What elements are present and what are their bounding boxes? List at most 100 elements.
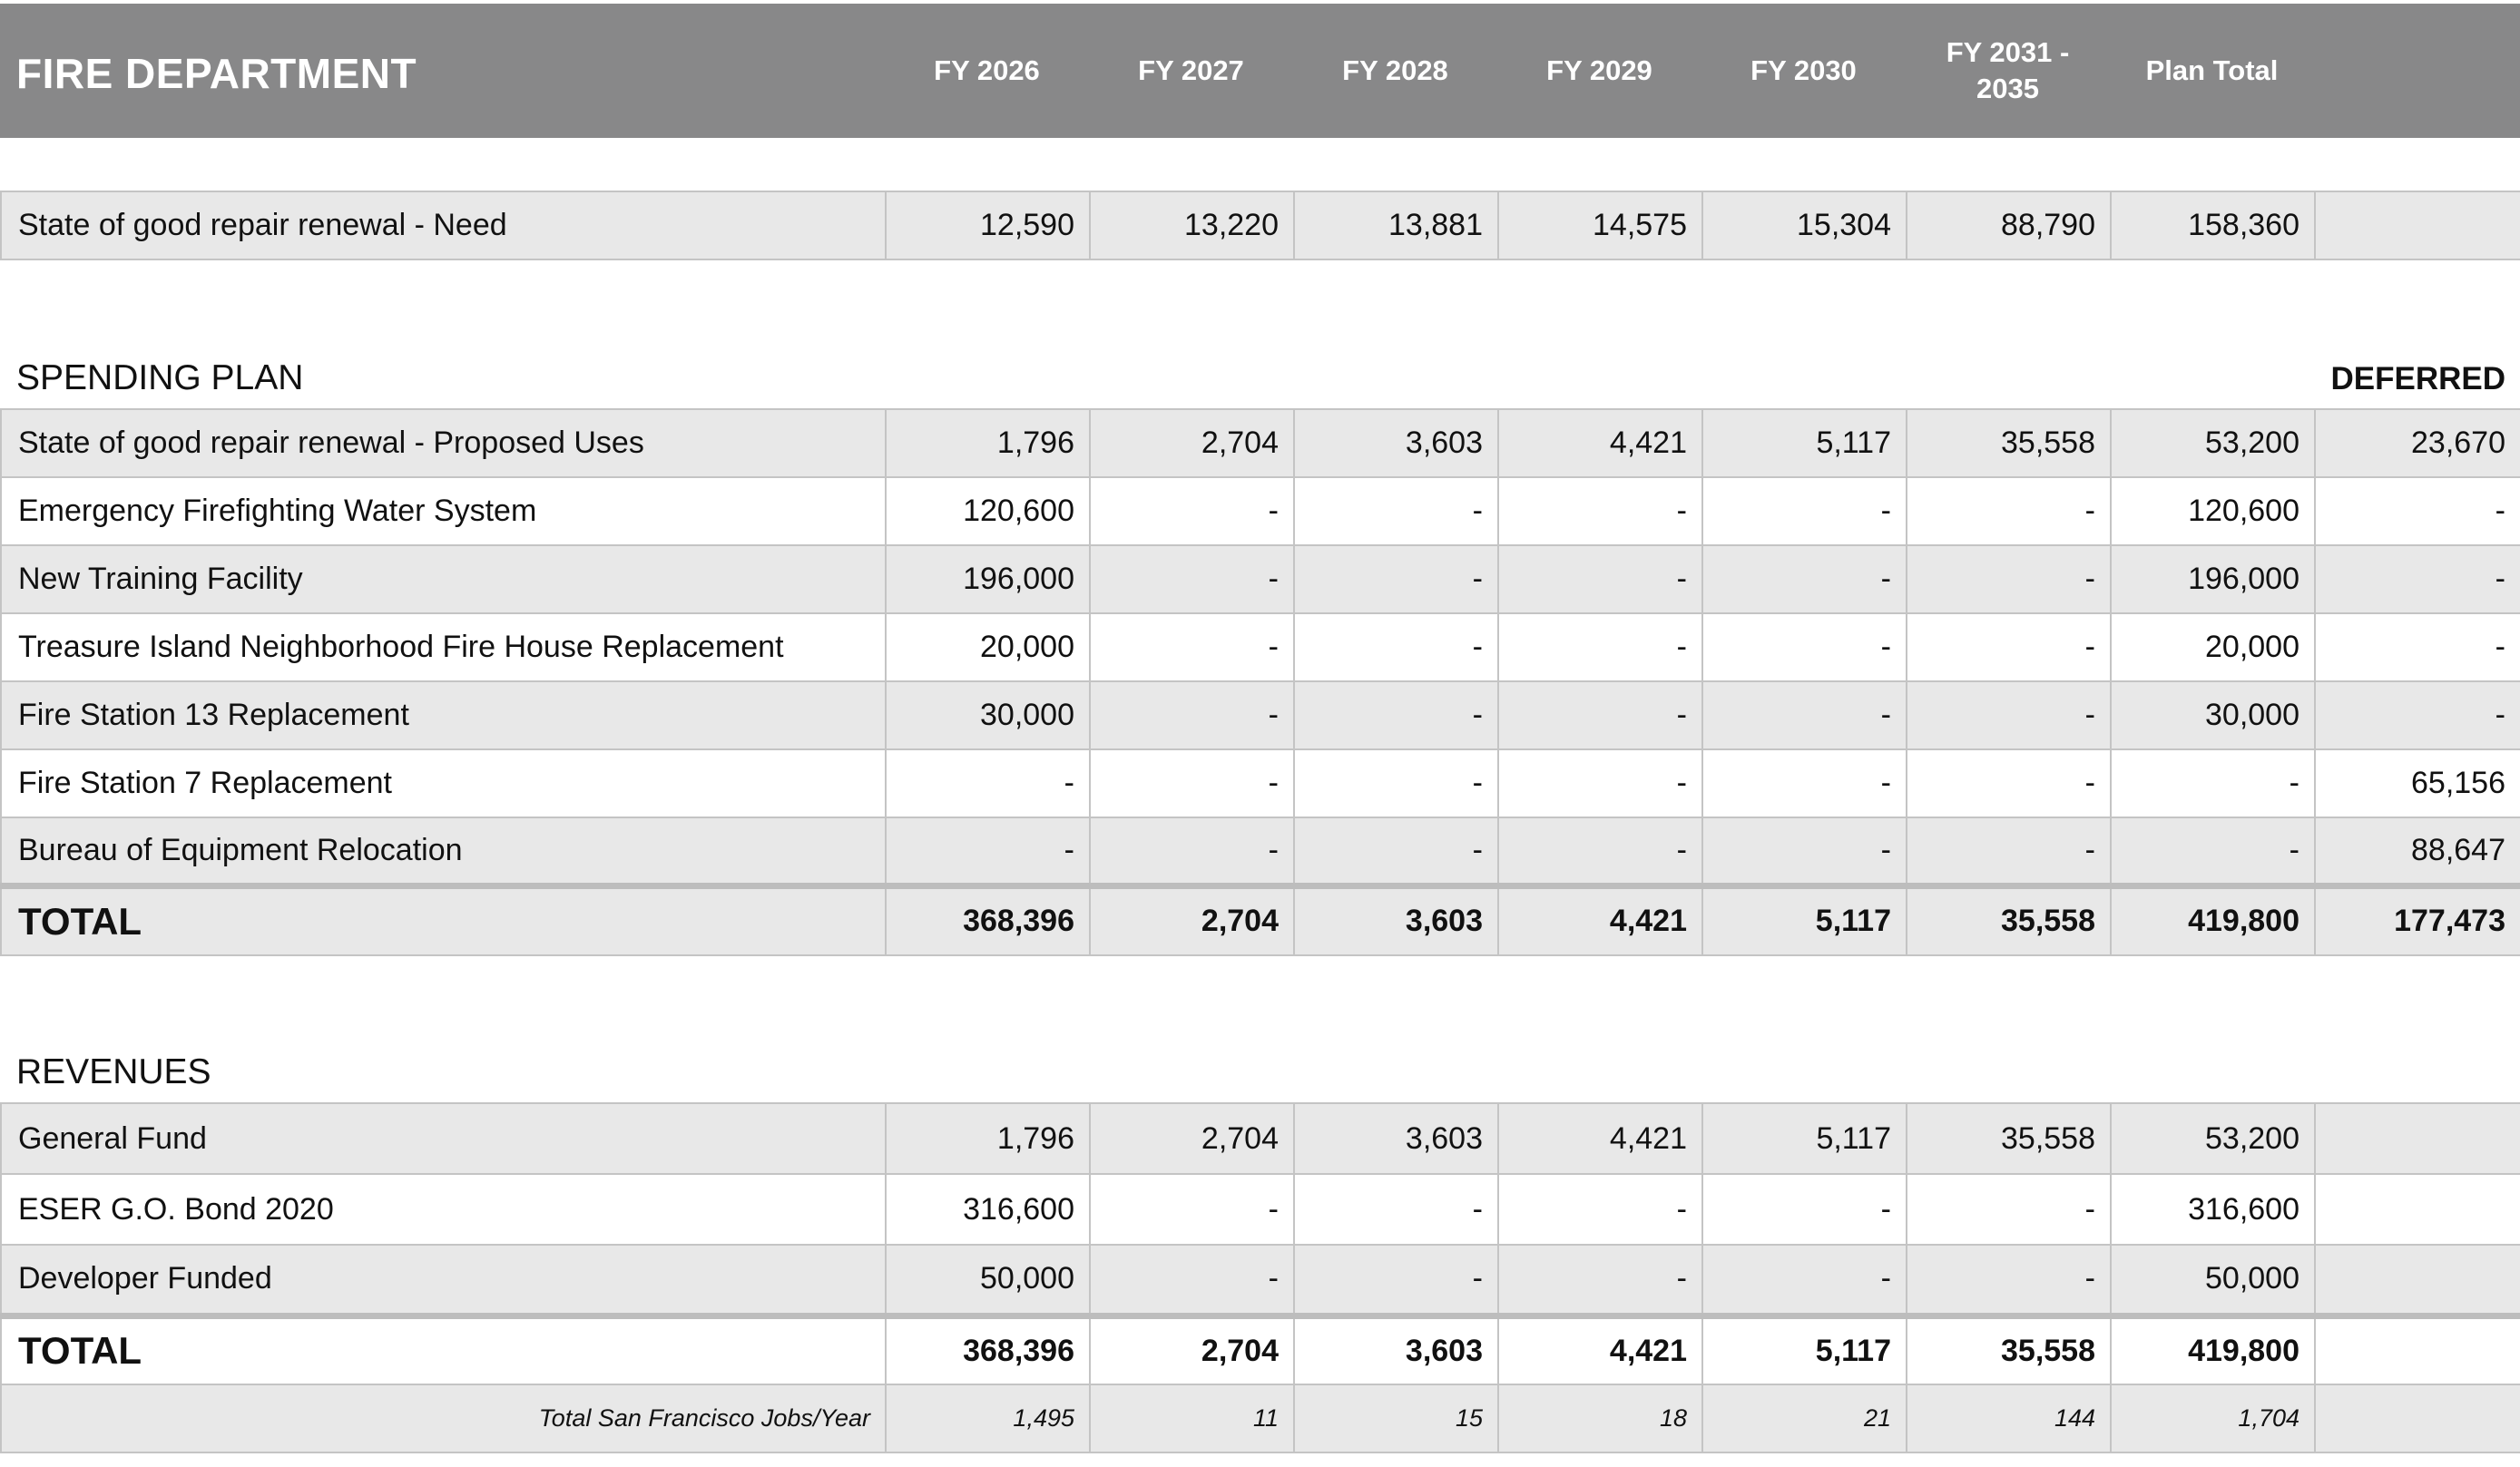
row-label: General Fund [0,1102,887,1175]
cell-fy2027: 2,704 [1089,1102,1295,1175]
col-header-plan-total: Plan Total [2145,54,2279,86]
cell-fy2027: - [1089,680,1295,750]
cell-fy2028: 3,603 [1293,1102,1499,1175]
cell-fy2031-2035: - [1906,612,2112,682]
cell-deferred [2314,1102,2520,1175]
cell-fy2026: 50,000 [885,1244,1091,1316]
cell-deferred [2314,191,2520,260]
revenues-table: General Fund 1,796 2,704 3,603 4,421 5,1… [0,1102,2520,1453]
total-label: TOTAL [0,1312,887,1385]
cell-fy2029: 4,421 [1497,408,1703,478]
row-label: New Training Facility [0,544,887,614]
jobs-row: Total San Francisco Jobs/Year 1,495 11 1… [0,1384,2520,1453]
cell-fy2028: - [1293,748,1499,818]
cell-deferred [2314,1384,2520,1453]
cell-fy2031-2035: - [1906,544,2112,614]
col-header-fy2028: FY 2028 [1342,54,1448,86]
cell-fy2027: - [1089,817,1295,886]
col-header-fy2029: FY 2029 [1546,54,1652,86]
cell-plan-total: - [2110,817,2316,886]
cell-fy2029: 14,575 [1497,191,1703,260]
col-header-fy2026: FY 2026 [934,54,1040,86]
cell-fy2026: 368,396 [885,1312,1091,1385]
cell-fy2030: - [1701,1244,1907,1316]
cell-deferred: 177,473 [2314,882,2520,956]
cell-deferred: 23,670 [2314,408,2520,478]
cell-fy2030: - [1701,612,1907,682]
table-row: Emergency Firefighting Water System 120,… [0,476,2520,546]
cell-fy2031-2035: 88,790 [1906,191,2112,260]
cell-fy2028: - [1293,817,1499,886]
cell-fy2030: 5,117 [1701,408,1907,478]
cell-fy2027: - [1089,1173,1295,1246]
table-row: Treasure Island Neighborhood Fire House … [0,612,2520,682]
cell-plan-total: 196,000 [2110,544,2316,614]
table-row: State of good repair renewal - Proposed … [0,408,2520,478]
col-header-fy2027: FY 2027 [1138,54,1244,86]
cell-plan-total: 20,000 [2110,612,2316,682]
cell-fy2026: 120,600 [885,476,1091,546]
need-table: State of good repair renewal - Need 12,5… [0,191,2520,260]
table-row: Fire Station 13 Replacement 30,000 - - -… [0,680,2520,750]
cell-fy2026: 1,796 [885,1102,1091,1175]
table-row: General Fund 1,796 2,704 3,603 4,421 5,1… [0,1102,2520,1175]
cell-deferred: 88,647 [2314,817,2520,886]
cell-fy2026: 196,000 [885,544,1091,614]
cell-fy2030: 15,304 [1701,191,1907,260]
cell-fy2027: - [1089,748,1295,818]
cell-fy2028: 3,603 [1293,1312,1499,1385]
cell-fy2028: 13,881 [1293,191,1499,260]
deferred-column-title: DEFERRED [2330,361,2505,396]
cell-fy2030: - [1701,748,1907,818]
cell-plan-total: 50,000 [2110,1244,2316,1316]
cell-fy2026: 20,000 [885,612,1091,682]
revenues-total-row: TOTAL 368,396 2,704 3,603 4,421 5,117 35… [0,1312,2520,1385]
department-title: FIRE DEPARTMENT [16,50,417,97]
cell-plan-total: 316,600 [2110,1173,2316,1246]
cell-fy2030: 5,117 [1701,882,1907,956]
cell-fy2026: 316,600 [885,1173,1091,1246]
row-label: Bureau of Equipment Relocation [0,817,887,886]
cell-plan-total: 53,200 [2110,1102,2316,1175]
cell-deferred [2314,1244,2520,1316]
row-label: State of good repair renewal - Proposed … [0,408,887,478]
revenues-title: REVENUES [16,1052,211,1091]
cell-fy2028: 3,603 [1293,408,1499,478]
cell-fy2027: 2,704 [1089,882,1295,956]
cell-fy2027: 13,220 [1089,191,1295,260]
jobs-label: Total San Francisco Jobs/Year [0,1384,887,1453]
row-label: State of good repair renewal - Need [0,191,887,260]
cell-fy2031-2035: 35,558 [1906,408,2112,478]
cell-fy2030: 21 [1701,1384,1907,1453]
cell-fy2028: 3,603 [1293,882,1499,956]
cell-fy2031-2035: - [1906,476,2112,546]
cell-fy2031-2035: - [1906,1244,2112,1316]
cell-fy2029: - [1497,817,1703,886]
cell-fy2026: 12,590 [885,191,1091,260]
cell-deferred [2314,1312,2520,1385]
cell-fy2029: - [1497,680,1703,750]
cell-plan-total: 158,360 [2110,191,2316,260]
cell-fy2031-2035: 35,558 [1906,1312,2112,1385]
cell-fy2026: - [885,817,1091,886]
cell-plan-total: 120,600 [2110,476,2316,546]
cell-fy2027: - [1089,476,1295,546]
cell-fy2027: - [1089,544,1295,614]
cell-deferred: - [2314,476,2520,546]
row-label: Fire Station 7 Replacement [0,748,887,818]
cell-fy2029: - [1497,476,1703,546]
cell-fy2026: 30,000 [885,680,1091,750]
row-label: Emergency Firefighting Water System [0,476,887,546]
table-row: Bureau of Equipment Relocation - - - - -… [0,817,2520,886]
cell-fy2031-2035: 144 [1906,1384,2112,1453]
header-bar: FIRE DEPARTMENT FY 2026 FY 2027 FY 2028 … [0,4,2520,138]
cell-fy2029: 18 [1497,1384,1703,1453]
cell-fy2031-2035: - [1906,817,2112,886]
cell-fy2030: - [1701,817,1907,886]
cell-fy2027: 11 [1089,1384,1295,1453]
cell-fy2031-2035: 35,558 [1906,1102,2112,1175]
cell-fy2029: - [1497,748,1703,818]
cell-fy2031-2035: 35,558 [1906,882,2112,956]
cell-fy2030: - [1701,544,1907,614]
